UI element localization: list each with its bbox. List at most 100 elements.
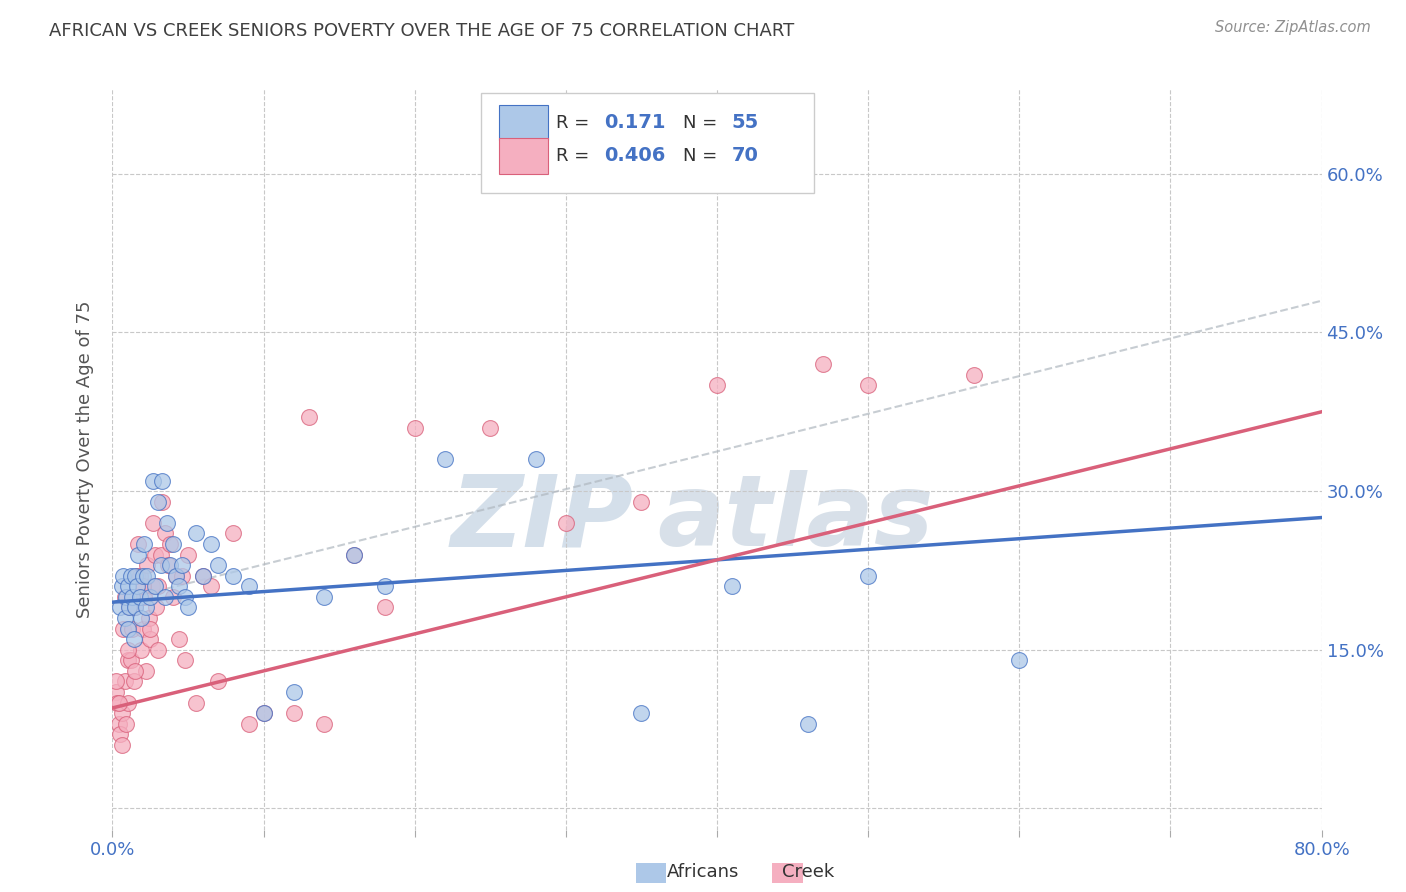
Point xyxy=(433,452,456,467)
Point xyxy=(125,568,148,582)
Point xyxy=(200,579,222,593)
Point xyxy=(184,696,207,710)
Point xyxy=(162,537,184,551)
Point xyxy=(616,145,638,160)
Point xyxy=(114,590,136,604)
Point xyxy=(143,579,166,593)
Text: Africans: Africans xyxy=(666,863,740,881)
Point xyxy=(170,558,193,573)
Point xyxy=(122,632,145,647)
Point xyxy=(167,632,190,647)
Point xyxy=(184,526,207,541)
Point xyxy=(127,537,149,551)
Point xyxy=(191,568,214,582)
Point xyxy=(110,706,132,721)
Point xyxy=(283,706,305,721)
Point xyxy=(343,548,366,562)
Point xyxy=(222,526,245,541)
Point xyxy=(128,568,150,582)
Point xyxy=(222,568,245,582)
Point xyxy=(155,526,177,541)
Y-axis label: Seniors Poverty Over the Age of 75: Seniors Poverty Over the Age of 75 xyxy=(76,301,94,618)
Point xyxy=(115,716,138,731)
Point xyxy=(630,494,652,508)
Point xyxy=(283,685,305,699)
Point xyxy=(136,568,159,582)
Point xyxy=(132,622,155,636)
Point xyxy=(149,558,172,573)
Point xyxy=(170,568,193,582)
Point xyxy=(207,674,229,689)
Point xyxy=(374,579,396,593)
Point xyxy=(554,516,576,530)
Point xyxy=(139,622,162,636)
Point xyxy=(146,494,169,508)
Point xyxy=(121,590,143,604)
FancyBboxPatch shape xyxy=(765,858,811,888)
Point xyxy=(156,516,179,530)
Text: N =: N = xyxy=(683,113,723,131)
Point xyxy=(374,600,396,615)
Point xyxy=(963,368,986,382)
Point xyxy=(139,632,162,647)
Text: AFRICAN VS CREEK SENIORS POVERTY OVER THE AGE OF 75 CORRELATION CHART: AFRICAN VS CREEK SENIORS POVERTY OVER TH… xyxy=(49,22,794,40)
Point xyxy=(117,579,139,593)
Text: N =: N = xyxy=(683,147,723,165)
Point xyxy=(162,590,184,604)
Point xyxy=(107,696,129,710)
Point xyxy=(110,738,132,752)
Point xyxy=(298,410,321,425)
Point xyxy=(856,378,880,392)
Text: Source: ZipAtlas.com: Source: ZipAtlas.com xyxy=(1215,20,1371,35)
Point xyxy=(114,611,136,625)
Point xyxy=(149,548,172,562)
Point xyxy=(145,600,167,615)
Point xyxy=(314,716,336,731)
Point xyxy=(132,579,155,593)
Point xyxy=(132,568,155,582)
Point xyxy=(118,600,141,615)
Text: atlas: atlas xyxy=(658,470,934,567)
Text: R =: R = xyxy=(557,147,595,165)
Point xyxy=(343,548,366,562)
Point xyxy=(159,537,181,551)
Point xyxy=(118,600,141,615)
Point xyxy=(1008,653,1031,667)
Point xyxy=(253,706,276,721)
Point xyxy=(139,590,162,604)
Point xyxy=(207,558,229,573)
Point xyxy=(117,653,139,667)
Point xyxy=(122,674,145,689)
Text: 70: 70 xyxy=(731,146,758,165)
Point xyxy=(124,600,146,615)
Point xyxy=(146,642,169,657)
Point xyxy=(142,516,165,530)
Point xyxy=(524,452,547,467)
Point xyxy=(811,357,834,371)
Point xyxy=(721,579,744,593)
Point xyxy=(159,558,181,573)
Point xyxy=(129,611,152,625)
Point xyxy=(124,664,146,678)
Point xyxy=(141,579,163,593)
Point xyxy=(155,590,177,604)
Point xyxy=(107,716,129,731)
Point xyxy=(174,653,197,667)
Point xyxy=(128,590,150,604)
Point xyxy=(112,622,135,636)
Point xyxy=(856,568,880,582)
Point xyxy=(150,474,173,488)
Point xyxy=(136,558,159,573)
FancyBboxPatch shape xyxy=(499,104,548,140)
Point xyxy=(630,706,652,721)
Point xyxy=(165,568,187,582)
Point xyxy=(191,568,214,582)
Point xyxy=(167,579,190,593)
Point xyxy=(105,696,128,710)
Text: 55: 55 xyxy=(731,113,759,132)
Point xyxy=(200,537,222,551)
Text: R =: R = xyxy=(557,113,595,131)
Point xyxy=(174,590,197,604)
Point xyxy=(142,474,165,488)
Text: Creek: Creek xyxy=(782,863,835,881)
